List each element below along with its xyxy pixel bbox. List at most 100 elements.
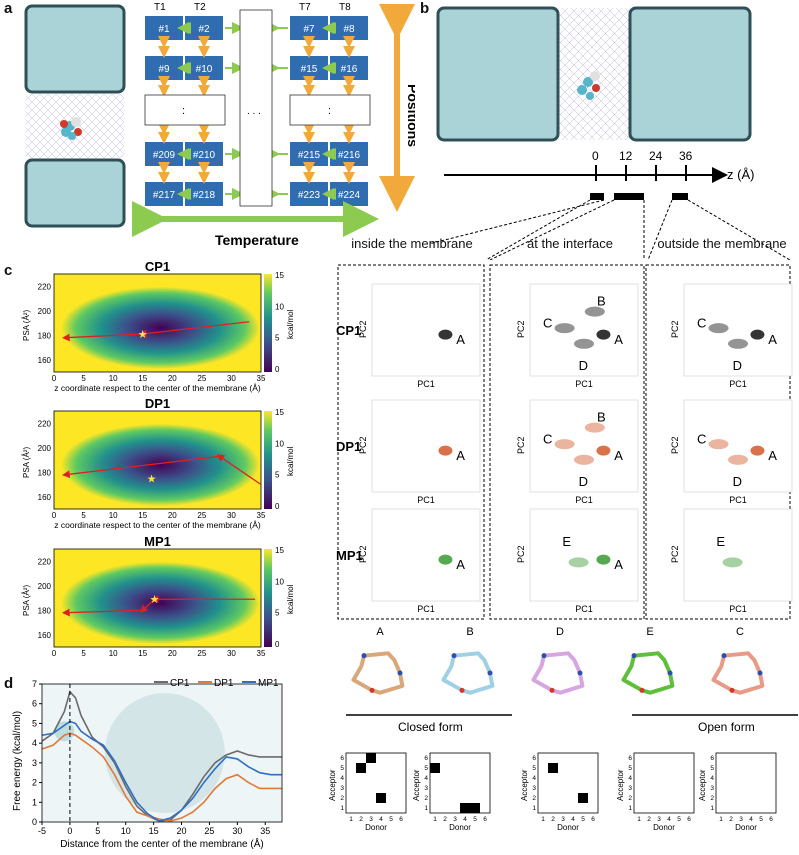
map-xtick: 30: [227, 511, 236, 520]
pca-row-label: MP1: [336, 548, 363, 563]
donor-tick: 3: [369, 816, 373, 823]
pca-cluster-label: A: [456, 332, 465, 347]
donor-tick: 2: [729, 816, 733, 823]
acceptor-tick: 5: [710, 765, 714, 772]
map-xtick: 10: [109, 649, 118, 656]
acceptor-tick: 3: [340, 785, 344, 792]
pca-cluster: [438, 554, 453, 565]
hbond-ylabel: Acceptor: [328, 769, 337, 801]
panel-label-c: c: [4, 262, 13, 279]
pathway-arrow: [61, 333, 143, 342]
y-tick-label: 2: [32, 778, 37, 788]
pca-plot: [529, 283, 639, 377]
acceptor-tick: 1: [710, 805, 714, 812]
colorbar-tick: 10: [275, 302, 284, 311]
x-tick-label: 5: [95, 826, 100, 836]
acceptor-tick: 5: [340, 765, 344, 772]
map-xtick: 0: [52, 511, 57, 520]
hbond-cell: [460, 803, 470, 813]
acceptor-tick: 5: [532, 765, 536, 772]
y-tick-label: 3: [32, 758, 37, 768]
pca-cluster: [596, 329, 611, 340]
pca-cluster: [574, 454, 594, 465]
map-xtick: 35: [257, 374, 266, 383]
colorbar-label: kcal/mol: [286, 446, 295, 476]
atom: [667, 670, 673, 676]
acceptor-tick: 4: [710, 775, 714, 782]
hbond-ylabel: Acceptor: [616, 769, 625, 801]
pca-cluster-label: A: [456, 557, 465, 572]
acceptor-tick: 1: [628, 805, 632, 812]
donor-tick: 4: [463, 816, 467, 823]
map-xlabel: z coordinate respect to the center of th…: [54, 520, 261, 530]
acceptor-tick: 5: [628, 765, 632, 772]
map-xtick: 20: [168, 374, 177, 383]
replica-label: #9: [158, 64, 170, 75]
map-xtick: 15: [138, 511, 147, 520]
donor-tick: 6: [591, 816, 595, 823]
acceptor-tick: 6: [628, 755, 632, 762]
grid-col-header: T2: [194, 2, 206, 13]
map-ylabel: PSA (Å²): [22, 447, 31, 478]
temperature-label: Temperature: [215, 232, 299, 248]
y-tick-label: 4: [32, 738, 37, 748]
hbond-xlabel: Donor: [735, 823, 757, 832]
structure-label: A: [376, 626, 384, 638]
pca-cluster: [438, 329, 453, 340]
pca-xlabel: PC1: [729, 604, 747, 614]
replica-label: #16: [341, 64, 358, 75]
pca-ylabel: PC2: [516, 545, 526, 563]
y-tick-label: 0: [32, 817, 37, 827]
pca-ylabel: PC2: [358, 320, 368, 338]
replica-label: #210: [193, 150, 216, 161]
atom: [451, 653, 457, 659]
acceptor-tick: 3: [532, 785, 536, 792]
pca-plot: [529, 508, 639, 602]
pca-cluster-label: A: [614, 557, 623, 572]
map-xtick: 5: [81, 511, 86, 520]
donor-tick: 3: [561, 816, 565, 823]
donor-tick: 1: [637, 816, 641, 823]
atom: [757, 670, 763, 676]
z-axis-label: z (Å): [727, 167, 754, 182]
energy-basin: [61, 286, 260, 370]
pca-plot: [529, 399, 639, 493]
acceptor-tick: 2: [424, 795, 428, 802]
map-ytick: 160: [38, 493, 52, 502]
pca-ylabel: PC2: [670, 545, 680, 563]
pca-plot: [371, 508, 481, 602]
acceptor-tick: 4: [340, 775, 344, 782]
hbond-matrix: [537, 752, 599, 814]
replica-exchange-grid: T1 T2 T7 T8 #1 #2 #7 #8 #9 #10 #15 #16 #209 #210 #215 #…: [132, 2, 415, 248]
open-form-label: Open form: [698, 720, 755, 734]
colorbar-label: kcal/mol: [286, 309, 295, 339]
replica-label: #10: [196, 64, 213, 75]
acceptor-tick: 2: [532, 795, 536, 802]
pca-cluster: [438, 445, 453, 456]
energy-basin: [61, 423, 260, 507]
colorbar-tick: 15: [275, 271, 284, 280]
pca-plot: [371, 283, 481, 377]
y-tick-label: 5: [32, 718, 37, 728]
hbond-xlabel: Donor: [365, 823, 387, 832]
acceptor-tick: 3: [710, 785, 714, 792]
pca-cluster-label: A: [768, 332, 777, 347]
acceptor-tick: 1: [340, 805, 344, 812]
replica-label: #215: [298, 150, 321, 161]
region-box: [337, 264, 485, 620]
chart-frame: [41, 683, 283, 823]
acceptor-tick: 4: [424, 775, 428, 782]
donor-tick: 2: [647, 816, 651, 823]
middle-ellipsis-column: [239, 9, 273, 207]
map-ytick: 220: [38, 557, 52, 566]
hbond-cell: [376, 793, 386, 803]
pathway-arrow: [139, 598, 155, 613]
energy-basin: [61, 561, 260, 645]
hbond-cell: [366, 753, 376, 763]
z-tick-0: 0: [592, 149, 599, 163]
atom: [577, 670, 583, 676]
donor-tick: 6: [483, 816, 487, 823]
pca-cluster: [568, 557, 589, 568]
map-ytick: 220: [38, 282, 52, 291]
